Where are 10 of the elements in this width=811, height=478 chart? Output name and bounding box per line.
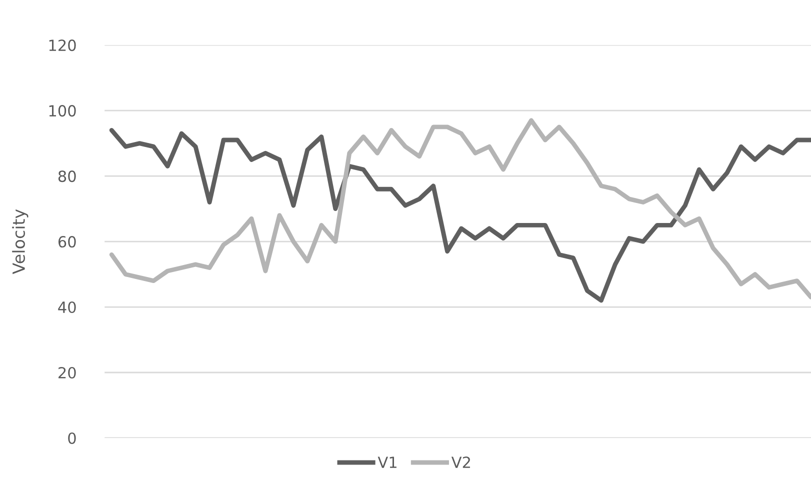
y-tick-label: 120: [49, 40, 76, 52]
y-axis-title: Velocity: [12, 209, 28, 274]
y-tick-label: 40: [58, 301, 76, 314]
y-tick-label: 20: [58, 366, 76, 379]
y-tick-label: 60: [58, 236, 76, 248]
y-tick-label: 0: [68, 432, 76, 444]
y-tick-label: 80: [58, 170, 76, 182]
legend-label: V2: [451, 456, 470, 468]
y-tick-label: 100: [49, 105, 76, 117]
legend-label: V1: [378, 456, 396, 468]
